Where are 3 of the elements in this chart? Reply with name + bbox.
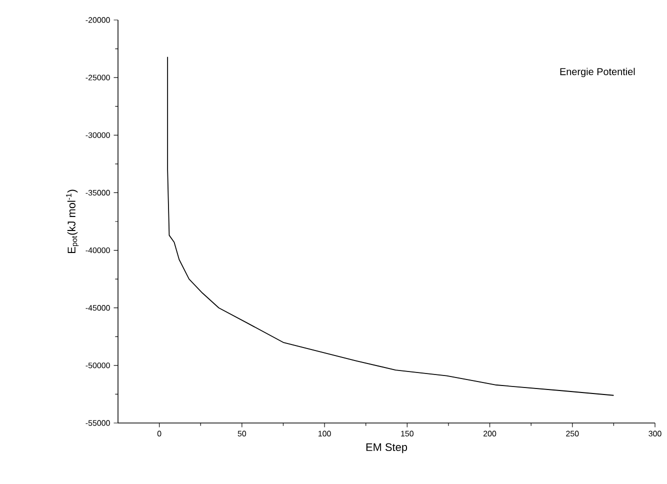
x-axis-title: EM Step xyxy=(366,443,408,454)
annotation: Energie Potentiel xyxy=(560,68,635,78)
y-axis-title: E$_{pot}$(kJ mol$^{-1}$) xyxy=(66,190,79,253)
